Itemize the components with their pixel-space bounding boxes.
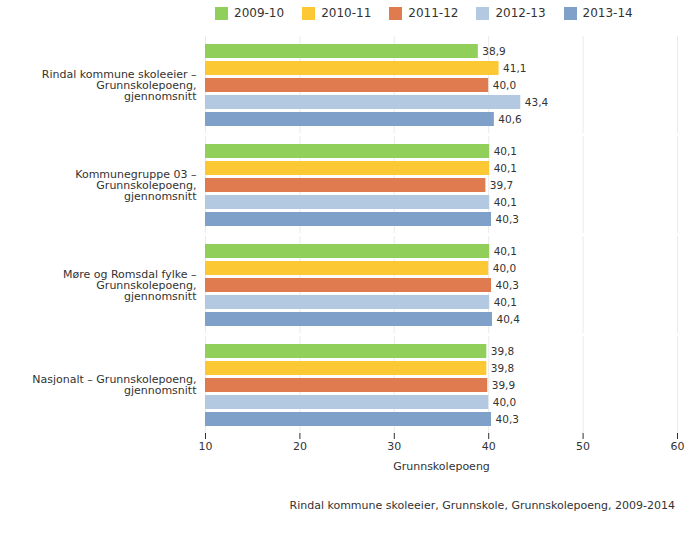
svg-text:40,3: 40,3 — [496, 279, 519, 291]
svg-text:40,1: 40,1 — [494, 162, 517, 174]
svg-text:Nasjonalt – Grunnskolepoeng,gj: Nasjonalt – Grunnskolepoeng,gjennomsnitt — [32, 373, 197, 397]
html-text:2013-14: 2013-14 — [582, 6, 633, 20]
svg-text:Møre og Romsdal fylke –Grunnsk: Møre og Romsdal fylke –Grunnskolepoeng,g… — [63, 268, 197, 303]
svg-text:20: 20 — [293, 440, 307, 453]
svg-text:40,4: 40,4 — [496, 313, 520, 325]
svg-text:40,1: 40,1 — [494, 245, 517, 257]
svg-text:40: 40 — [482, 440, 496, 453]
svg-text:Rindal kommune skoleeier –Grun: Rindal kommune skoleeier –Grunnskolepoen… — [42, 68, 197, 103]
html-text:2012-13: 2012-13 — [495, 6, 546, 20]
svg-text:40,0: 40,0 — [493, 262, 516, 274]
svg-text:50: 50 — [576, 440, 590, 453]
svg-text:40,6: 40,6 — [498, 113, 522, 125]
svg-text:39,9: 39,9 — [492, 379, 515, 391]
svg-text:60: 60 — [671, 440, 685, 453]
svg-text:39,8: 39,8 — [491, 362, 514, 374]
svg-text:Kommunegruppe 03 –Grunnskolepo: Kommunegruppe 03 –Grunnskolepoeng,gjenno… — [75, 168, 197, 203]
svg-text:30: 30 — [387, 440, 401, 453]
html-text:Rindal kommune skoleeier, Grun: Rindal kommune skoleeier, Grunnskole, Gr… — [289, 499, 675, 512]
svg-text:40,3: 40,3 — [496, 413, 519, 425]
svg-text:40,3: 40,3 — [496, 213, 519, 225]
svg-text:38,9: 38,9 — [482, 45, 505, 57]
svg-text:Grunnskolepoeng: Grunnskolepoeng — [393, 460, 490, 473]
svg-text:40,1: 40,1 — [494, 145, 517, 157]
svg-text:40,0: 40,0 — [493, 79, 516, 91]
svg-text:39,8: 39,8 — [491, 345, 514, 357]
svg-text:40,1: 40,1 — [494, 296, 517, 308]
html-text:2009-10: 2009-10 — [234, 6, 285, 20]
html-text:2010-11: 2010-11 — [321, 6, 372, 20]
svg-text:10: 10 — [199, 440, 213, 453]
svg-text:43,4: 43,4 — [525, 96, 549, 108]
svg-text:41,1: 41,1 — [503, 62, 526, 74]
svg-text:39,7: 39,7 — [490, 179, 513, 191]
html-text:2011-12: 2011-12 — [408, 6, 459, 20]
svg-text:40,0: 40,0 — [493, 396, 516, 408]
svg-text:40,1: 40,1 — [494, 196, 517, 208]
